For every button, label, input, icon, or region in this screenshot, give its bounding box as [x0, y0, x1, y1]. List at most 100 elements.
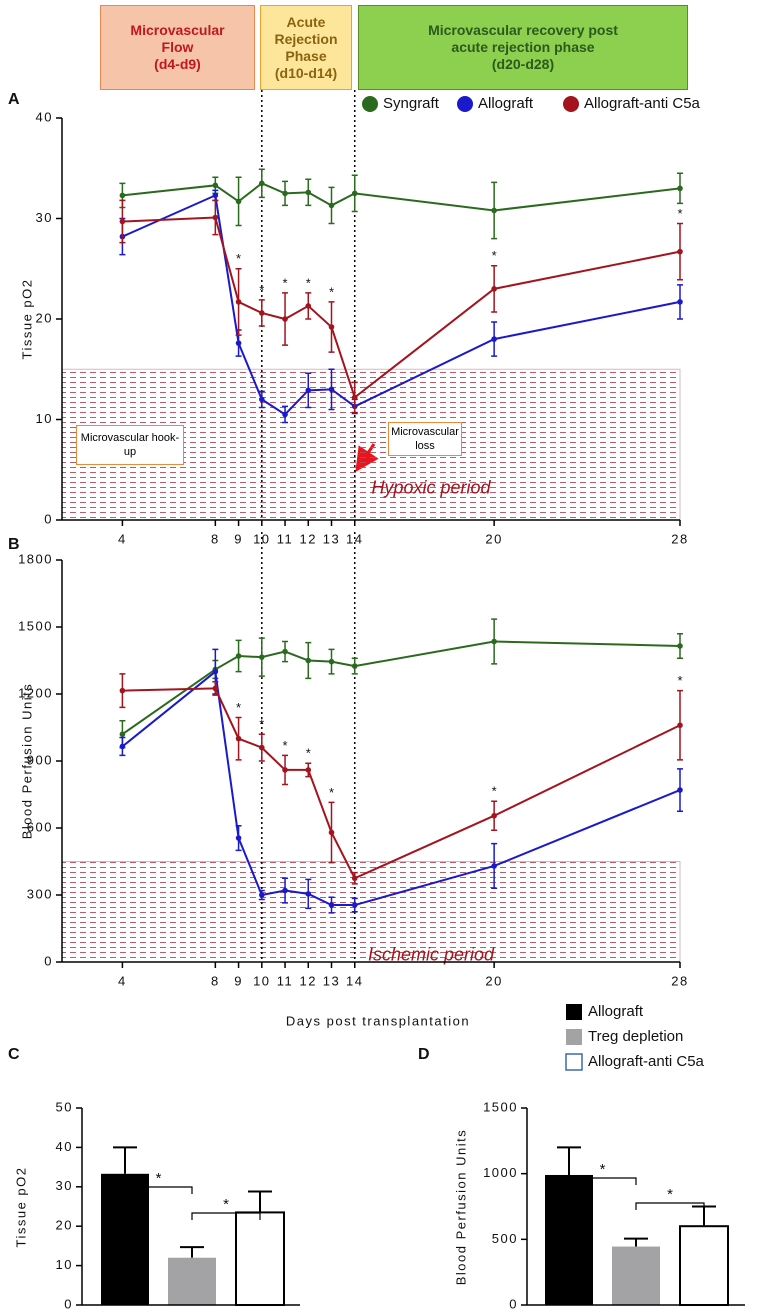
y-tick-label: 1500 — [18, 618, 53, 633]
data-point — [328, 386, 335, 393]
phase-days: (d20-d28) — [491, 56, 555, 72]
significance-mark: * — [306, 275, 311, 290]
significance-mark: * — [283, 738, 288, 753]
data-point — [119, 743, 126, 750]
data-point — [259, 892, 265, 898]
y-tick-label: 20 — [36, 310, 53, 325]
data-point — [259, 654, 265, 660]
x-tick-label: 20 — [485, 973, 502, 988]
x-tick-label: 4 — [118, 531, 127, 546]
legend-swatch — [566, 1004, 582, 1020]
data-point — [328, 324, 335, 330]
data-point — [351, 190, 358, 197]
phase-title: Microvascular recovery post acute reject… — [428, 22, 618, 55]
data-point — [119, 192, 126, 199]
x-tick-label: 11 — [277, 973, 294, 988]
comparison-bracket — [191, 1212, 261, 1220]
data-point — [259, 744, 265, 751]
phase-days: (d10-d14) — [274, 64, 338, 81]
data-point — [282, 411, 288, 418]
x-tick-label: 12 — [300, 973, 317, 988]
x-tick-label: 28 — [671, 531, 688, 546]
significance-mark: * — [156, 1170, 162, 1187]
significance-mark: * — [667, 1186, 673, 1203]
data-point — [119, 687, 126, 694]
shaded-label: Hypoxic period — [371, 477, 491, 497]
y-tick-label: 500 — [492, 1231, 518, 1246]
panel-letter: A — [8, 91, 20, 108]
y-tick-label: 20 — [56, 1218, 73, 1233]
data-point — [305, 303, 312, 309]
data-point — [305, 189, 312, 196]
significance-mark: * — [600, 1161, 606, 1178]
legend-label: Allograft — [588, 1003, 644, 1020]
shaded-region — [61, 861, 681, 963]
x-tick-label: 4 — [118, 973, 127, 988]
data-point — [305, 891, 312, 897]
data-point — [235, 299, 242, 305]
series-line — [122, 687, 681, 880]
callout: Microvascular loss — [388, 422, 462, 456]
x-axis-label: Days post transplantation — [286, 1013, 470, 1028]
data-point — [282, 648, 288, 655]
significance-mark: * — [492, 784, 497, 799]
series-line — [122, 182, 681, 212]
y-axis-label: Tissue pO2 — [19, 279, 34, 360]
data-point — [328, 829, 335, 836]
significance-mark: * — [492, 248, 497, 263]
data-point — [677, 248, 683, 255]
data-point — [491, 638, 497, 645]
significance-mark: * — [236, 700, 241, 715]
y-tick-label: 0 — [44, 511, 53, 526]
data-point — [119, 731, 126, 737]
data-point — [212, 668, 219, 675]
x-tick-label: 9 — [234, 973, 243, 988]
data-point — [351, 663, 358, 669]
data-point — [235, 340, 242, 346]
y-tick-label: 40 — [56, 1139, 73, 1154]
significance-mark: * — [259, 282, 264, 297]
y-tick-label: 0 — [44, 953, 53, 968]
error-bar — [180, 1246, 204, 1258]
comparison-bracket — [568, 1177, 637, 1185]
y-tick-label: 900 — [27, 752, 53, 767]
data-point — [491, 286, 497, 292]
data-point — [677, 185, 683, 192]
panel-letter: C — [8, 1046, 20, 1063]
legend-label: Allograft-anti C5a — [588, 1053, 705, 1070]
significance-mark: * — [329, 785, 334, 800]
data-point — [305, 387, 312, 394]
comparison-bracket — [124, 1186, 193, 1194]
x-tick-label: 8 — [211, 973, 220, 988]
data-point — [351, 902, 358, 908]
legend-marker — [563, 96, 579, 112]
data-point — [282, 887, 288, 894]
phase-box: Acute Rejection Phase (d10-d14) — [260, 5, 352, 90]
x-tick-label: 12 — [300, 531, 317, 546]
data-point — [328, 658, 335, 665]
y-tick-label: 300 — [27, 886, 53, 901]
y-tick-label: 0 — [64, 1296, 73, 1311]
legend-label: Treg depletion — [588, 1028, 683, 1045]
bar — [168, 1257, 216, 1305]
y-axis-label: Blood Perfusion Units — [19, 683, 34, 840]
data-point — [235, 835, 242, 841]
legend-swatch — [565, 1053, 583, 1071]
data-point — [235, 198, 242, 205]
significance-mark: * — [677, 673, 682, 688]
y-tick-label: 1200 — [18, 685, 53, 700]
phase-box: Microvascular recovery post acute reject… — [358, 5, 688, 90]
y-tick-label: 30 — [36, 210, 53, 225]
x-tick-label: 11 — [277, 531, 294, 546]
data-point — [305, 657, 312, 664]
data-point — [351, 394, 358, 401]
data-point — [259, 310, 265, 316]
significance-mark: * — [329, 284, 334, 299]
bar — [235, 1211, 285, 1307]
x-tick-label: 10 — [253, 973, 270, 988]
bar — [101, 1173, 149, 1305]
y-tick-label: 50 — [56, 1099, 73, 1114]
comparison-bracket — [635, 1202, 705, 1210]
y-tick-label: 10 — [36, 411, 53, 426]
